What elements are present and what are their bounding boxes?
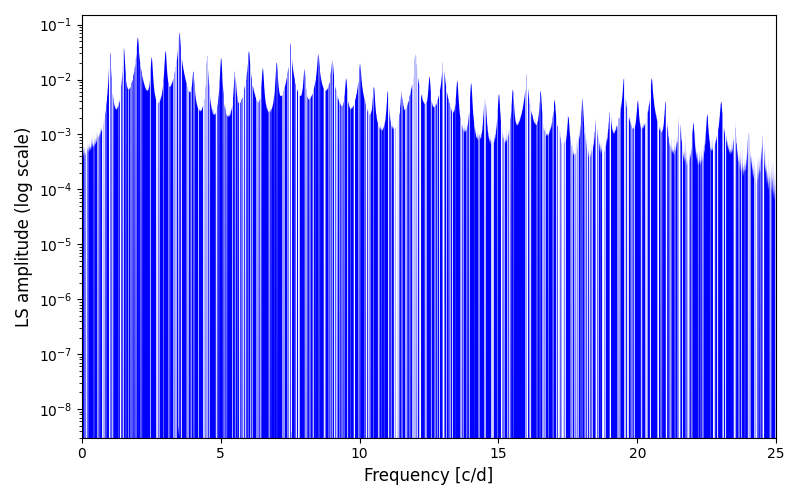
X-axis label: Frequency [c/d]: Frequency [c/d] [364, 467, 494, 485]
Y-axis label: LS amplitude (log scale): LS amplitude (log scale) [15, 126, 33, 326]
